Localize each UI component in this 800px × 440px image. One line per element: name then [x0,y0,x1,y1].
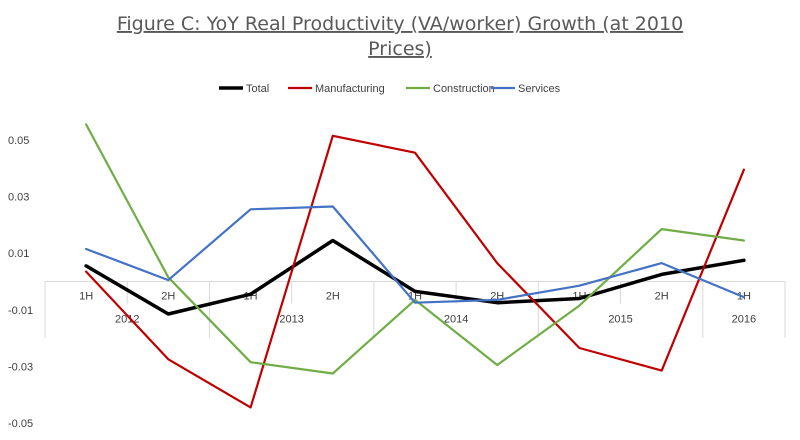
legend-label: Total [246,83,269,95]
series-group [84,123,746,409]
x-tick-label: 2H [655,291,669,303]
series-line-total [84,238,746,316]
legend-item-construction: Construction [406,83,495,95]
x-group-label: 2013 [279,314,303,326]
y-tick-label: -0.05 [8,418,33,430]
series-line-manufacturing [84,134,746,409]
legend-item-services: Services [491,83,561,95]
y-tick-label: 0.05 [8,135,29,147]
x-group-label: 2016 [732,314,756,326]
chart-title-line1: Figure C: YoY Real Productivity (VA/work… [117,13,683,35]
legend-label: Construction [433,83,495,95]
chart-title-line2: Prices) [368,38,432,60]
x-group-label: 2015 [608,314,632,326]
y-tick-label: 0.01 [8,248,29,260]
x-tick-label: 2H [326,291,340,303]
y-tick-label: 0.03 [8,192,29,204]
y-tick-label: -0.01 [8,305,33,317]
x-tick-label: 1H [79,291,93,303]
legend-item-manufacturing: Manufacturing [288,83,385,95]
series-line-services [84,205,746,304]
legend: Total Manufacturing Construction Services [219,83,561,95]
series-line-construction [84,123,746,375]
legend-item-total: Total [219,83,269,95]
x-group-label: 2014 [444,314,468,326]
y-axis: -0.05 -0.03 -0.01 0.01 0.03 0.05 [8,135,33,430]
legend-label: Manufacturing [315,83,385,95]
legend-label: Services [518,83,561,95]
x-tick-label: 2H [161,291,175,303]
y-tick-label: -0.03 [8,361,33,373]
